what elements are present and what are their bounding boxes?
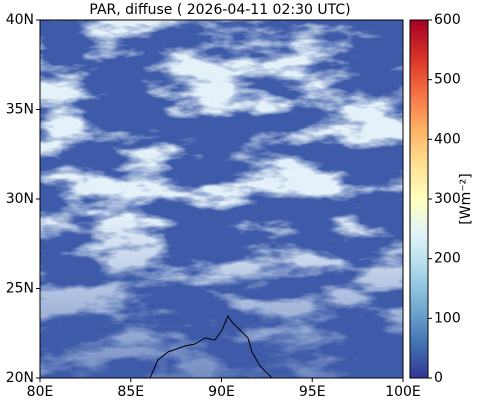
y-tick-label: 40N xyxy=(6,12,34,28)
x-tick-label: 85E xyxy=(117,384,144,400)
colorbar-tick-label: 0 xyxy=(434,370,443,386)
colorbar-tick-label: 600 xyxy=(434,12,461,28)
y-tick-label: 25N xyxy=(6,281,34,297)
colorbar-tick-label: 500 xyxy=(434,72,461,88)
x-tick-label: 100E xyxy=(385,384,421,400)
colorbar-tick-label: 200 xyxy=(434,251,461,267)
colorbar-tick-label: 400 xyxy=(434,131,461,147)
chart-title: PAR, diffuse ( 2026-04-11 02:30 UTC) xyxy=(89,2,350,18)
colorbar-tick-label: 300 xyxy=(434,191,461,207)
x-tick-label: 80E xyxy=(27,384,54,400)
colorbar-label: [Wm⁻²] xyxy=(458,173,474,224)
x-tick-label: 90E xyxy=(208,384,235,400)
y-tick-label: 30N xyxy=(6,191,34,207)
colorbar-tick-label: 100 xyxy=(434,310,461,326)
y-tick-label: 20N xyxy=(6,370,34,386)
coastline xyxy=(149,314,273,378)
colorbar xyxy=(409,19,429,379)
y-tick-label: 35N xyxy=(6,102,34,118)
x-tick-label: 95E xyxy=(299,384,326,400)
map-field xyxy=(40,20,403,378)
